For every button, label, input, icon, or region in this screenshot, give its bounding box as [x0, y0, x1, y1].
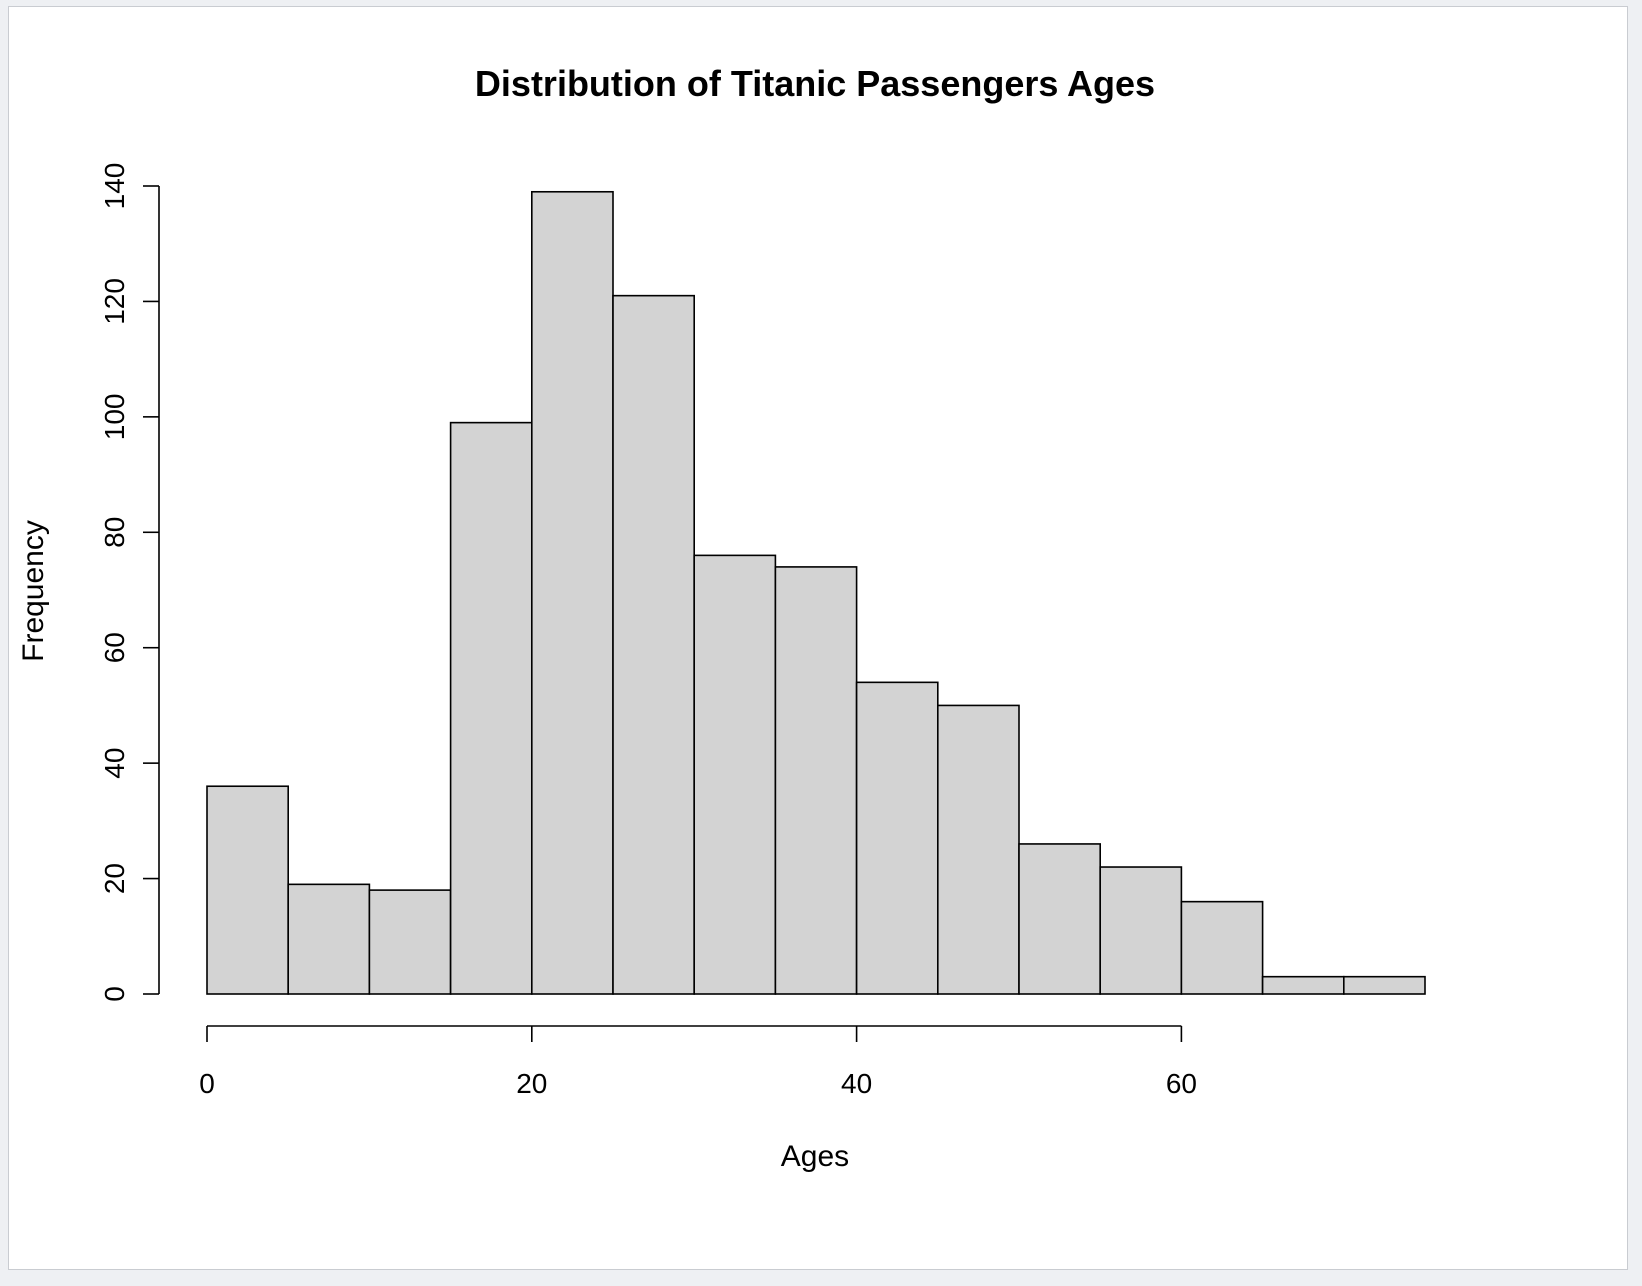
histogram-bar-55-60 [1099, 866, 1183, 995]
histogram-bar-60-65 [1180, 900, 1264, 995]
y-tick-label: 140 [99, 163, 130, 210]
bars-layer [206, 190, 1426, 995]
chart-title: Distribution of Titanic Passengers Ages [475, 63, 1155, 104]
histogram-bar-10-15 [368, 889, 452, 995]
y-tick-label: 40 [99, 748, 130, 779]
histogram-bar-25-30 [612, 294, 695, 995]
histogram-bar-0-5 [206, 785, 289, 995]
x-tick-label: 20 [516, 1068, 547, 1099]
y-tick-label: 20 [99, 863, 130, 894]
plot-panel: Distribution of Titanic Passengers Ages … [8, 6, 1628, 1270]
histogram-bar-65-70 [1261, 975, 1345, 995]
y-axis-title: Frequency [17, 520, 50, 662]
y-tick-label: 0 [99, 986, 130, 1002]
x-axis-title: Ages [781, 1140, 849, 1173]
y-tick-label: 120 [99, 278, 130, 325]
histogram-bar-50-55 [1018, 843, 1101, 995]
histogram-bar-40-45 [855, 681, 939, 995]
x-axis-ticks: 0 20 40 60 [199, 1026, 1197, 1099]
y-tick-label: 80 [99, 517, 130, 548]
histogram-bar-5-10 [287, 883, 371, 995]
histogram-bar-45-50 [936, 704, 1020, 995]
histogram-chart: Distribution of Titanic Passengers Ages … [17, 63, 1426, 1173]
x-tick-label: 60 [1166, 1068, 1197, 1099]
x-tick-label: 0 [199, 1068, 215, 1099]
y-tick-label: 60 [99, 632, 130, 663]
y-axis-ticks: 0 20 40 60 80 100 120 140 [99, 163, 159, 1002]
histogram-bar-30-35 [693, 554, 777, 995]
x-tick-label: 40 [841, 1068, 872, 1099]
y-tick-label: 100 [99, 393, 130, 440]
histogram-bar-15-20 [449, 421, 533, 995]
histogram-bar-70-75 [1343, 975, 1426, 995]
histogram-bar-35-40 [774, 566, 858, 995]
histogram-bar-20-25 [530, 190, 614, 995]
